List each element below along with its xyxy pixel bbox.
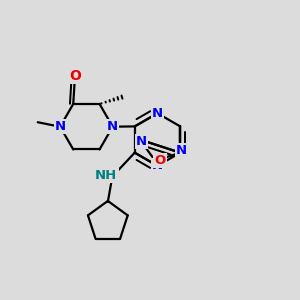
- Text: N: N: [107, 120, 118, 133]
- Text: NH: NH: [95, 169, 118, 182]
- Text: N: N: [136, 135, 147, 148]
- Text: O: O: [69, 69, 81, 83]
- Text: N: N: [55, 120, 66, 133]
- Text: N: N: [152, 107, 163, 120]
- Text: O: O: [154, 154, 166, 167]
- Text: N: N: [152, 159, 163, 172]
- Text: N: N: [176, 144, 187, 158]
